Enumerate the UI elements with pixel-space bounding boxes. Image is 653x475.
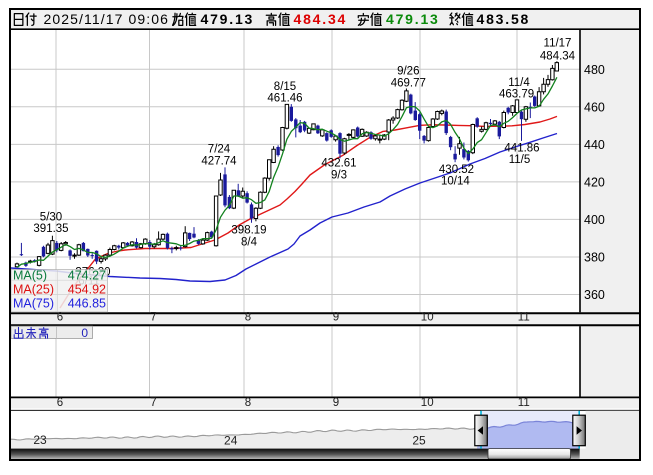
- svg-text:2025/11/17 09:06: 2025/11/17 09:06: [44, 11, 170, 27]
- svg-text:454.92: 454.92: [68, 283, 106, 297]
- svg-text:427.74: 427.74: [201, 156, 237, 168]
- svg-text:8/15: 8/15: [274, 81, 296, 93]
- svg-text:441.86: 441.86: [504, 142, 539, 154]
- svg-text:480: 480: [584, 63, 605, 77]
- svg-text:MA(25): MA(25): [13, 283, 54, 297]
- svg-text:7/24: 7/24: [208, 144, 231, 156]
- svg-text:8: 8: [245, 311, 251, 323]
- svg-text:6: 6: [57, 397, 63, 409]
- svg-text:MA(75): MA(75): [13, 297, 54, 311]
- svg-text:380: 380: [584, 251, 605, 265]
- svg-text:11/17: 11/17: [544, 38, 572, 50]
- svg-text:9/3: 9/3: [331, 169, 347, 181]
- svg-text:9/26: 9/26: [397, 66, 419, 78]
- svg-text:5/30: 5/30: [40, 211, 62, 223]
- svg-text:11: 11: [518, 311, 530, 323]
- svg-text:430.52: 430.52: [439, 164, 474, 176]
- svg-text:474.27: 474.27: [68, 269, 106, 283]
- svg-text:10: 10: [421, 311, 434, 323]
- svg-text:479.13: 479.13: [386, 11, 440, 27]
- svg-text:398.19: 398.19: [231, 225, 266, 237]
- svg-text:469.77: 469.77: [391, 78, 426, 90]
- svg-text:10: 10: [421, 397, 434, 409]
- svg-text:10/14: 10/14: [441, 176, 470, 188]
- svg-text:8: 8: [245, 397, 251, 409]
- svg-text:0: 0: [81, 326, 88, 340]
- svg-text:8/4: 8/4: [241, 236, 258, 248]
- svg-text:MA(5): MA(5): [13, 269, 47, 283]
- svg-text:420: 420: [584, 175, 605, 189]
- svg-text:24: 24: [224, 433, 238, 447]
- svg-text:484.34: 484.34: [540, 50, 576, 62]
- svg-text:446.85: 446.85: [68, 297, 106, 311]
- svg-text:391.35: 391.35: [33, 223, 68, 235]
- svg-text:400: 400: [584, 213, 605, 227]
- svg-text:440: 440: [584, 138, 605, 152]
- svg-text:11: 11: [518, 397, 530, 409]
- svg-text:360: 360: [584, 288, 605, 302]
- svg-text:460: 460: [584, 100, 605, 114]
- svg-text:463.79: 463.79: [499, 88, 534, 100]
- svg-text:479.13: 479.13: [201, 11, 255, 27]
- svg-text:483.58: 483.58: [477, 11, 531, 27]
- svg-text:6: 6: [57, 311, 63, 323]
- svg-text:484.34: 484.34: [294, 11, 348, 27]
- svg-text:7: 7: [150, 311, 156, 323]
- svg-text:11/5: 11/5: [509, 154, 531, 166]
- svg-text:461.46: 461.46: [267, 92, 302, 104]
- svg-text:9: 9: [333, 397, 339, 409]
- svg-text:25: 25: [412, 433, 426, 447]
- svg-text:11/4: 11/4: [508, 77, 530, 89]
- svg-text:7: 7: [150, 397, 156, 409]
- svg-text:432.61: 432.61: [321, 158, 356, 170]
- svg-text:9: 9: [333, 311, 339, 323]
- svg-text:23: 23: [33, 433, 47, 447]
